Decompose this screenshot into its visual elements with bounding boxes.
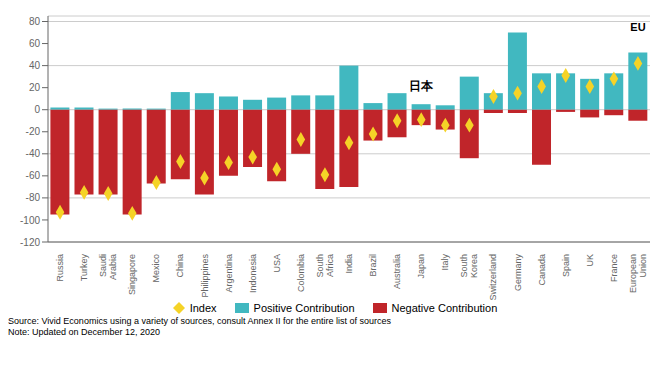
svg-text:Brazil: Brazil — [368, 254, 378, 277]
svg-text:Switzerland: Switzerland — [488, 254, 498, 300]
svg-text:France: France — [609, 254, 619, 282]
html-text:Positive Contribution: Positive Contribution — [253, 302, 355, 314]
svg-text:-40: -40 — [26, 148, 41, 159]
svg-text:India: India — [344, 254, 354, 274]
svg-text:20: 20 — [29, 82, 41, 93]
svg-text:Colombia: Colombia — [296, 254, 306, 292]
svg-text:日本: 日本 — [409, 79, 434, 93]
svg-text:Singapore: Singapore — [127, 254, 137, 295]
svg-text:Turkey: Turkey — [79, 254, 89, 282]
svg-text:Argentina: Argentina — [224, 254, 234, 293]
svg-text:0: 0 — [34, 104, 40, 115]
svg-text:Mexico: Mexico — [151, 254, 161, 283]
svg-text:40: 40 — [29, 60, 41, 71]
svg-text:SouthAfrica: SouthAfrica — [315, 254, 335, 278]
svg-text:-80: -80 — [26, 192, 41, 203]
svg-text:Japan: Japan — [416, 254, 426, 279]
svg-text:-120: -120 — [20, 237, 40, 248]
svg-text:SouthKorea: SouthKorea — [459, 254, 479, 278]
svg-text:UK: UK — [585, 254, 595, 267]
svg-text:China: China — [175, 254, 185, 278]
svg-text:Indonesia: Indonesia — [248, 254, 258, 293]
svg-text:Italy: Italy — [440, 254, 450, 271]
svg-text:Germany: Germany — [513, 254, 523, 292]
svg-text:USA: USA — [272, 254, 282, 273]
svg-text:80: 80 — [29, 16, 41, 27]
html-text:Negative Contribution: Negative Contribution — [391, 302, 498, 314]
svg-text:EuropeanUnion: EuropeanUnion — [628, 254, 648, 293]
svg-text:Australia: Australia — [392, 254, 402, 289]
svg-text:-20: -20 — [26, 126, 41, 137]
svg-text:Spain: Spain — [561, 254, 571, 277]
svg-text:EU: EU — [630, 21, 645, 33]
svg-text:Philippines: Philippines — [200, 254, 210, 298]
svg-text:-100: -100 — [20, 215, 40, 226]
svg-text:SaudiArabia: SaudiArabia — [98, 254, 118, 280]
svg-text:Russia: Russia — [55, 254, 65, 282]
html-text:Note: Updated on December 12,: Note: Updated on December 12, 2020 — [8, 327, 161, 337]
svg-text:Canada: Canada — [537, 254, 547, 286]
html-text:Source: Vivid Economics using: Source: Vivid Economics using a variety … — [8, 316, 391, 326]
html-text:Index: Index — [189, 302, 217, 314]
svg-text:60: 60 — [29, 38, 41, 49]
svg-text:-60: -60 — [26, 170, 41, 181]
